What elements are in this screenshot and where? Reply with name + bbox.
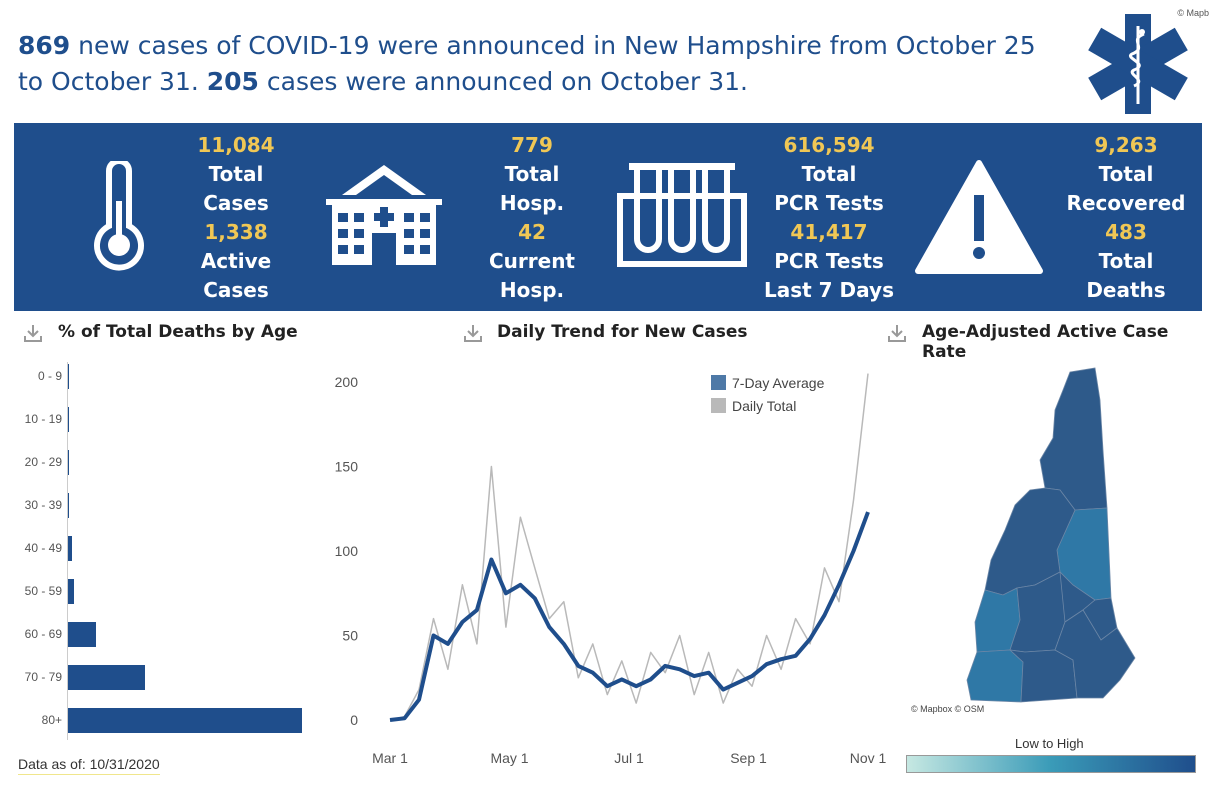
age-tick-label: 10 - 19 xyxy=(24,412,62,426)
headline-text-1: new cases of COVID-19 were announced in … xyxy=(18,31,1036,96)
y-tick-label: 200 xyxy=(335,374,359,390)
case-rate-title: Age-Adjusted Active Case Rate xyxy=(922,322,1169,362)
headline-text-2: cases were announced on October 31. xyxy=(258,67,748,96)
age-axis-line xyxy=(67,362,68,740)
age-tick-label: 20 - 29 xyxy=(24,455,62,469)
total-hosp-value: 779 xyxy=(511,133,553,157)
deaths-by-age-title: % of Total Deaths by Age xyxy=(58,322,298,342)
download-icon[interactable] xyxy=(462,322,484,344)
x-tick-label: Mar 1 xyxy=(372,750,408,766)
age-bar[interactable] xyxy=(68,708,302,733)
x-tick-label: May 1 xyxy=(490,750,528,766)
age-tick-label: 40 - 49 xyxy=(24,541,62,555)
daily-trend-title: Daily Trend for New Cases xyxy=(497,322,748,342)
thermometer-icon xyxy=(94,161,144,271)
age-bar[interactable] xyxy=(68,622,97,647)
age-tick-label: 80+ xyxy=(41,713,62,727)
current-hosp-label-1: Current xyxy=(488,249,575,273)
age-tick-label: 70 - 79 xyxy=(24,670,62,684)
current-hosp-label-2: Hosp. xyxy=(499,278,565,302)
county-rockingham[interactable] xyxy=(1054,609,1136,699)
headline: 869 new cases of COVID-19 were announced… xyxy=(18,28,1058,100)
active-cases-label-1: Active xyxy=(200,249,272,273)
headline-day-cases: 205 xyxy=(206,67,259,96)
data-as-of: Data as of: 10/31/2020 xyxy=(18,756,160,775)
active-cases-label-2: Cases xyxy=(203,278,269,302)
legend-label-7day: 7-Day Average xyxy=(732,375,825,391)
stat-hosp: 779 Total Hosp. 42 Current Hosp. xyxy=(480,131,584,305)
warning-icon xyxy=(915,160,1043,274)
test-tubes-icon xyxy=(617,163,747,267)
total-cases-label-1: Total xyxy=(208,162,264,186)
hospital-icon xyxy=(326,165,442,265)
age-bar[interactable] xyxy=(68,407,69,432)
total-cases-value: 11,084 xyxy=(197,133,275,157)
total-deaths-value: 483 xyxy=(1105,220,1147,244)
age-tick-label: 0 - 9 xyxy=(37,369,62,383)
map-attribution: © Mapbox © OSM xyxy=(911,704,985,714)
age-bar[interactable] xyxy=(68,536,73,561)
age-bar[interactable] xyxy=(68,450,69,475)
scale-label: Low to High xyxy=(1015,736,1084,751)
legend-swatch-7day xyxy=(711,375,726,390)
total-tests-value: 616,594 xyxy=(783,133,875,157)
series-line-daily-total xyxy=(389,373,869,721)
x-tick-label: Jul 1 xyxy=(614,750,644,766)
download-icon[interactable] xyxy=(886,322,908,344)
star-of-life-icon xyxy=(1088,14,1188,114)
x-tick-label: Sep 1 xyxy=(730,750,767,766)
color-scale-bar xyxy=(906,755,1196,773)
age-bar[interactable] xyxy=(68,665,146,690)
y-tick-label: 100 xyxy=(335,543,359,559)
stat-tests: 616,594 Total PCR Tests 41,417 PCR Tests… xyxy=(759,131,899,305)
last7-tests-label-1: PCR Tests xyxy=(774,249,884,273)
legend-7day: 7-Day Average xyxy=(711,375,824,391)
stat-cases: 11,084 Total Cases 1,338 Active Cases xyxy=(184,131,288,305)
y-tick-label: 0 xyxy=(350,712,358,728)
age-tick-label: 60 - 69 xyxy=(24,627,62,641)
county-cheshire[interactable] xyxy=(966,649,1024,703)
total-hosp-label-2: Hosp. xyxy=(499,191,565,215)
age-bar[interactable] xyxy=(68,364,69,389)
legend-label-daily: Daily Total xyxy=(732,398,797,414)
legend-daily: Daily Total xyxy=(711,398,796,414)
daily-trend-chart: 0 50 100 150 200 Mar 1 May 1 Jul 1 Sep 1 Nov 1 xyxy=(335,373,887,766)
total-tests-label-2: PCR Tests xyxy=(774,191,884,215)
active-cases-value: 1,338 xyxy=(204,220,268,244)
total-recovered-value: 9,263 xyxy=(1094,133,1158,157)
age-bar[interactable] xyxy=(68,579,75,604)
nh-case-rate-map[interactable] xyxy=(905,360,1145,710)
legend-swatch-daily xyxy=(711,398,726,413)
total-deaths-label-2: Deaths xyxy=(1086,278,1166,302)
age-tick-label: 30 - 39 xyxy=(24,498,62,512)
y-tick-label: 50 xyxy=(342,628,358,644)
series-line-7day-average xyxy=(389,511,870,722)
total-hosp-label-1: Total xyxy=(504,162,560,186)
x-tick-label: Nov 1 xyxy=(850,750,887,766)
last7-tests-value: 41,417 xyxy=(790,220,868,244)
download-icon[interactable] xyxy=(22,322,44,344)
headline-new-cases: 869 xyxy=(18,31,71,60)
last7-tests-label-2: Last 7 Days xyxy=(764,278,894,302)
total-cases-label-2: Cases xyxy=(203,191,269,215)
mapbox-attribution-corner: © Mapb xyxy=(1177,8,1209,18)
y-tick-label: 150 xyxy=(335,459,359,475)
age-bar[interactable] xyxy=(68,493,69,518)
stat-outcomes: 9,263 Total Recovered 483 Total Deaths xyxy=(1066,131,1186,305)
current-hosp-value: 42 xyxy=(518,220,546,244)
age-tick-label: 50 - 59 xyxy=(24,584,62,598)
stats-banner: 11,084 Total Cases 1,338 Active Cases 77… xyxy=(14,123,1202,311)
total-tests-label-1: Total xyxy=(801,162,857,186)
total-recovered-label-1: Total xyxy=(1098,162,1154,186)
total-deaths-label-1: Total xyxy=(1098,249,1154,273)
total-recovered-label-2: Recovered xyxy=(1066,191,1186,215)
